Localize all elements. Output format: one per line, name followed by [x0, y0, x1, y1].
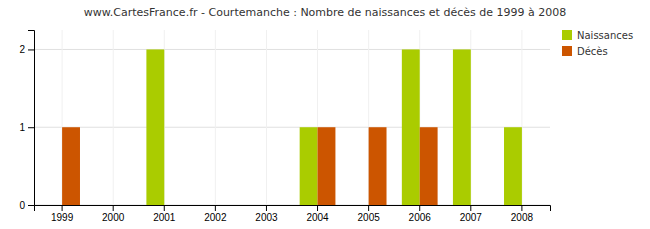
bar — [318, 127, 336, 205]
legend: Naissances Décès — [562, 30, 633, 57]
bar — [197, 205, 215, 206]
series — [62, 127, 438, 205]
bar — [113, 205, 131, 206]
bar — [453, 49, 471, 205]
x-tick: 2005 — [358, 205, 381, 223]
bar — [146, 49, 164, 205]
bar — [504, 127, 522, 205]
x-tick: 2008 — [511, 205, 534, 223]
grid-line-x — [215, 30, 216, 205]
y-axis: 0 1 2 — [19, 31, 34, 211]
y-tick: 1 — [19, 122, 34, 133]
x-tick-label: 2004 — [306, 212, 329, 223]
x-tick-label: 2003 — [255, 212, 278, 223]
x-tick-label: 2007 — [460, 212, 483, 223]
x-tick: 1999 — [51, 205, 74, 223]
x-tick-mark — [521, 205, 522, 211]
x-tick-mark — [113, 205, 114, 211]
x-tick-mark — [215, 205, 216, 211]
x-tick: 2006 — [409, 205, 432, 223]
grid — [34, 30, 550, 205]
x-tick: 2003 — [255, 205, 278, 223]
x-tick-label: 2001 — [153, 212, 176, 223]
grid-line-x — [113, 30, 114, 205]
legend-item: Décès — [562, 46, 608, 57]
x-axis-line — [35, 206, 551, 212]
bar — [249, 205, 267, 206]
y-tick: 0 — [19, 200, 34, 211]
y-tick-label: 2 — [19, 44, 25, 55]
y-tick-mark — [28, 49, 34, 50]
bar — [266, 205, 284, 206]
x-tick-mark — [266, 205, 267, 211]
grid-line-x — [266, 30, 267, 205]
x-tick-mark — [368, 205, 369, 211]
bar — [215, 205, 233, 206]
y-tick-label: 0 — [19, 200, 25, 211]
bar — [522, 205, 540, 206]
x-tick: 2004 — [306, 205, 329, 223]
x-tick-label: 2002 — [204, 212, 227, 223]
x-tick: 2007 — [460, 205, 483, 223]
legend-item: Naissances — [562, 30, 633, 41]
y-tick-label: 1 — [19, 122, 25, 133]
bar — [300, 127, 318, 205]
bar — [95, 205, 113, 206]
legend-swatch — [562, 46, 572, 56]
plot: 1999 2000 2001 2002 2003 2004 2005 2006 2007 2008… — [19, 30, 550, 223]
bar — [351, 205, 369, 206]
grid-line-y — [34, 127, 550, 128]
x-tick-label: 2005 — [358, 212, 381, 223]
title: www.CartesFrance.fr - Courtemanche : Nom… — [84, 6, 566, 19]
x-tick-mark — [470, 205, 471, 211]
bar — [369, 127, 387, 205]
x-tick-label: 1999 — [51, 212, 74, 223]
y-axis-line — [28, 31, 35, 206]
grid-line-y — [34, 49, 550, 50]
x-tick: 2002 — [204, 205, 227, 223]
bars — [62, 49, 522, 205]
bar — [402, 49, 420, 205]
y-tick-mark — [28, 127, 34, 128]
x-tick: 2001 — [153, 205, 176, 223]
bar — [62, 127, 80, 205]
bar — [420, 127, 438, 205]
chart: www.CartesFrance.fr - Courtemanche : Nom… — [0, 0, 650, 229]
x-tick-label: 2008 — [511, 212, 534, 223]
bar — [164, 205, 182, 206]
x-tick-label: 2000 — [102, 212, 125, 223]
x-tick-label: 2006 — [409, 212, 432, 223]
legend-label: Naissances — [577, 30, 633, 41]
x-tick: 2000 — [102, 205, 125, 223]
y-tick-mark — [28, 205, 34, 206]
x-tick-mark — [419, 205, 420, 211]
legend-swatch — [562, 30, 572, 40]
x-tick-mark — [62, 205, 63, 211]
x-tick-mark — [317, 205, 318, 211]
bar — [471, 205, 489, 206]
x-tick-mark — [164, 205, 165, 211]
x-axis: 1999 2000 2001 2002 2003 2004 2005 2006 2007 2008 — [35, 205, 551, 223]
series — [146, 49, 522, 205]
bar — [44, 205, 62, 206]
y-tick: 2 — [19, 44, 34, 55]
legend-label: Décès — [577, 46, 608, 57]
